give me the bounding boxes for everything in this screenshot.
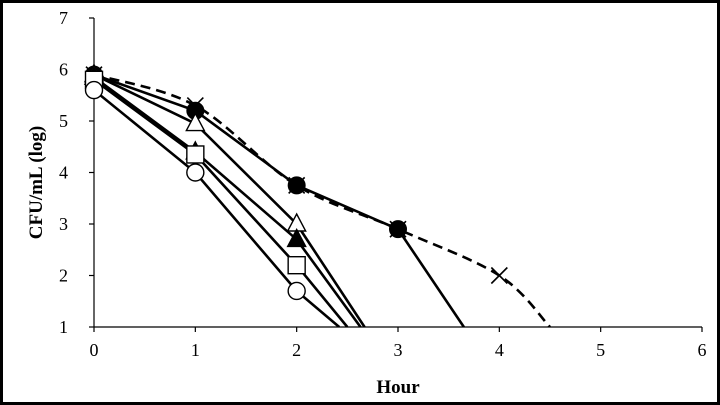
data-point-filled-triangle	[286, 227, 307, 248]
series-line-5	[94, 78, 349, 327]
x-tick-label: 6	[698, 340, 707, 360]
series-line-1	[94, 73, 551, 327]
data-point-filled-circle	[389, 220, 407, 239]
y-tick-label: 6	[59, 60, 68, 80]
y-tick-label: 3	[59, 214, 68, 234]
y-tick-label: 5	[59, 111, 68, 131]
y-tick-label: 7	[59, 8, 68, 28]
x-tick-label: 1	[191, 340, 200, 360]
chart-panel	[3, 3, 717, 402]
data-point-open-circle	[186, 163, 205, 182]
x-axis-title: Hour	[376, 377, 420, 398]
series-line-3	[94, 73, 366, 327]
x-tick-label: 4	[495, 340, 504, 360]
data-point-open-square	[287, 256, 306, 275]
data-point-filled-circle	[287, 176, 306, 195]
series-line-4	[94, 76, 362, 327]
data-point-open-circle	[84, 80, 104, 100]
x-tick-label: 3	[394, 340, 403, 360]
data-point-open-circle	[287, 281, 306, 301]
series-line-2	[94, 73, 465, 327]
x-tick-label: 0	[90, 340, 99, 360]
y-tick-label: 2	[59, 266, 68, 286]
data-point-open-square	[186, 145, 205, 164]
x-tick-label: 5	[596, 340, 605, 360]
y-tick-label: 4	[59, 163, 68, 183]
series-line-6	[94, 89, 341, 327]
data-point-open-triangle	[185, 112, 206, 132]
data-point-cross	[490, 266, 508, 285]
y-tick-label: 1	[59, 317, 68, 337]
x-tick-label: 2	[292, 340, 301, 360]
y-axis-title: CFU/mL (log)	[26, 126, 47, 239]
